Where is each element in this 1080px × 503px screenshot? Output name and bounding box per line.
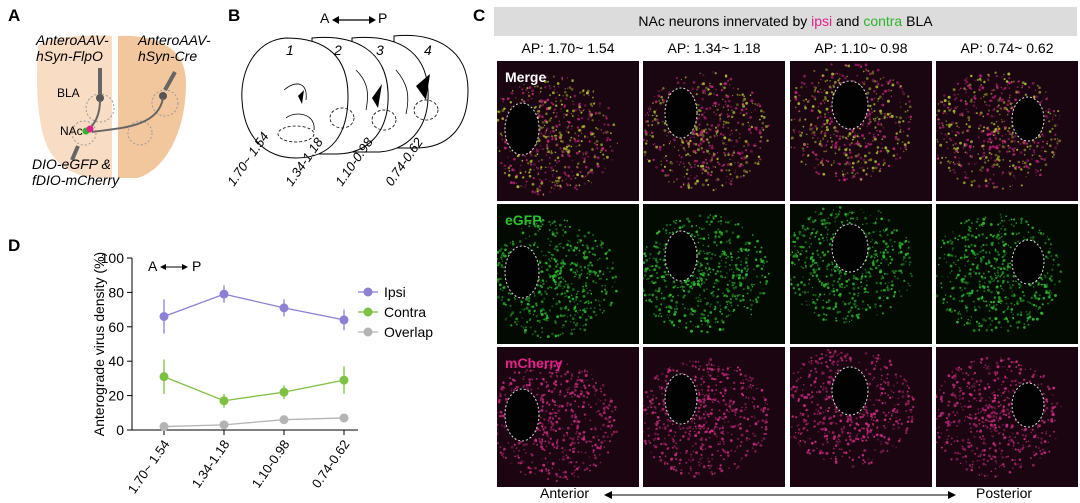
posterior-label: Posterior (976, 485, 1033, 501)
header-text-post: BLA (902, 13, 933, 29)
micrograph-merge-col3 (790, 61, 932, 201)
x-tick-label: 1.10-0.98 (249, 437, 293, 491)
reporter-line1: DIO-eGFP & (32, 156, 111, 172)
brain-schematic (18, 28, 208, 198)
data-point-overlap (339, 413, 349, 423)
reporter-label: DIO-eGFP & fDIO-mCherry (32, 156, 119, 188)
ap-axis-p-label-d: P (192, 258, 202, 274)
data-point-overlap (159, 422, 169, 432)
ap-axis-a-label-d: A (148, 258, 158, 274)
section-number-2: 2 (334, 42, 342, 58)
section-number-1: 1 (286, 42, 294, 58)
right-virus-line2: hSyn-Cre (138, 48, 198, 64)
x-tick-label: 1.34-1.18 (189, 437, 233, 491)
series-line-ipsi (163, 293, 345, 321)
right-virus-line1: AnteroAAV- (138, 32, 211, 48)
ap-label-col4: AP: 0.74~ 0.62 (960, 40, 1054, 56)
y-tick-label: 60 (108, 319, 124, 335)
header-text-ipsi: ipsi (811, 13, 833, 29)
bla-label: BLA (57, 86, 80, 100)
panel-label-d: D (8, 236, 21, 255)
right-virus-label: AnteroAAV- hSyn-Cre (138, 32, 211, 64)
coronal-sections (236, 30, 472, 160)
legend-label-overlap: Overlap (384, 324, 433, 340)
x-tick-label: 0.74-0.62 (309, 437, 353, 491)
micrograph-egfp-col3 (790, 204, 932, 344)
left-virus-line2: hSyn-FlpO (36, 48, 103, 64)
panel-label-a: A (8, 6, 21, 25)
y-tick-label: 0 (116, 422, 124, 438)
micrograph-egfp-col1: eGFP (497, 204, 639, 344)
ap-axis-a-label: A (320, 10, 330, 26)
y-tick-label: 40 (108, 353, 124, 369)
left-virus-line1: AnteroAAV- (36, 32, 109, 48)
legend-marker-contra (363, 307, 373, 317)
row-label-egfp: eGFP (505, 212, 542, 228)
legend-marker-overlap (363, 327, 373, 337)
legend-marker-ipsi (363, 287, 373, 297)
series-line-contra (163, 376, 345, 402)
left-virus-label: AnteroAAV- hSyn-FlpO (36, 32, 109, 64)
micrograph-merge-col4 (936, 61, 1078, 201)
legend-label-contra: Contra (384, 304, 426, 320)
ap-label-col1: AP: 1.70~ 1.54 (521, 40, 615, 56)
ap-label-col3: AP: 1.10~ 0.98 (814, 40, 908, 56)
micrograph-grid: Merge eGFP mCherry (497, 61, 1078, 487)
panel-label-b: B (228, 6, 241, 25)
header-text-pre: NAc neurons innervated by (638, 13, 812, 29)
data-point-contra (159, 372, 169, 382)
data-point-ipsi (339, 315, 349, 325)
y-tick-label: 80 (108, 284, 124, 300)
ap-axis-indicator-d: A P (148, 258, 218, 276)
x-tick-label: 1.70~ 1.54 (125, 437, 173, 496)
row-label-merge: Merge (505, 69, 547, 85)
series-line-overlap (163, 417, 345, 428)
header-text-contra: contra (863, 13, 903, 29)
double-arrow-icon-d (160, 264, 188, 270)
y-tick-label: 100 (101, 250, 125, 266)
section-number-4: 4 (424, 42, 432, 58)
data-point-ipsi (279, 303, 289, 313)
reporter-line2: fDIO-mCherry (32, 172, 120, 188)
data-point-ipsi (219, 289, 229, 299)
micrograph-egfp-col2 (643, 204, 785, 344)
nac-label: NAc (60, 124, 83, 138)
micrograph-egfp-col4 (936, 204, 1078, 344)
micrograph-merge-col1: Merge (497, 61, 639, 201)
ap-label-col2: AP: 1.34~ 1.18 (667, 40, 761, 56)
legend-label-ipsi: Ipsi (384, 284, 406, 300)
ap-axis-p-label: P (378, 10, 388, 26)
double-arrow-icon (332, 16, 376, 24)
data-point-contra (279, 387, 289, 397)
header-text-mid: and (832, 13, 864, 29)
data-point-ipsi (159, 311, 169, 321)
y-axis-label: Anterograde virus density (%) (91, 252, 107, 436)
panel-label-c: C (473, 6, 486, 25)
data-point-contra (339, 375, 349, 385)
figure-c-header: NAc neurons innervated by ipsi and contr… (494, 7, 1077, 36)
y-tick-label: 20 (108, 388, 124, 404)
ap-axis-indicator-b: A P (320, 10, 390, 30)
density-line-chart: 0 20 40 60 80 100 1.70~ 1.54 1.34-1.18 1.10-0.98… (91, 250, 433, 496)
data-point-contra (219, 396, 229, 406)
micrograph-mcherry-col2 (643, 347, 785, 487)
anterior-label: Anterior (540, 485, 590, 501)
row-label-mcherry: mCherry (505, 355, 563, 371)
data-point-overlap (279, 415, 289, 425)
anterior-posterior-arrow-icon (604, 491, 956, 499)
section-number-3: 3 (376, 42, 384, 58)
micrograph-mcherry-col1: mCherry (497, 347, 639, 487)
micrograph-mcherry-col4 (936, 347, 1078, 487)
data-point-overlap (219, 420, 229, 430)
micrograph-merge-col2 (643, 61, 785, 201)
micrograph-mcherry-col3 (790, 347, 932, 487)
